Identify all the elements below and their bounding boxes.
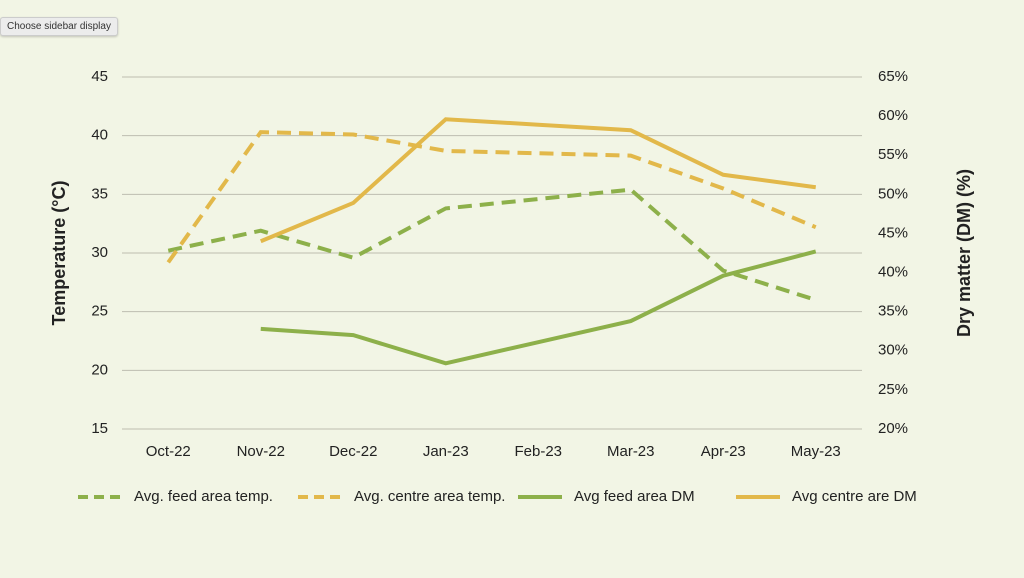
y2-tick-label: 20% [878, 420, 908, 437]
y2-tick-label: 65% [878, 68, 908, 85]
y2-tick-label: 50% [878, 185, 908, 202]
y2-axis-label: Dry matter (DM) (%) [954, 169, 974, 337]
x-tick-label: Apr-23 [701, 443, 746, 460]
x-tick-label: Dec-22 [329, 443, 377, 460]
y-tick-label: 40 [91, 127, 108, 144]
y-tick-label: 20 [91, 361, 108, 378]
data-line [259, 117, 817, 244]
y2-tick-label: 30% [878, 342, 908, 359]
data-line [166, 130, 817, 264]
y2-tick-label: 25% [878, 381, 908, 398]
y-tick-label: 45 [91, 68, 108, 85]
data-line [260, 249, 817, 366]
y2-tick-label: 45% [878, 224, 908, 241]
x-tick-label: May-23 [791, 443, 841, 460]
x-tick-label: Oct-22 [146, 443, 191, 460]
x-tick-label: Feb-23 [514, 443, 562, 460]
x-tick-label: Mar-23 [607, 443, 655, 460]
y-axis-label: Temperature (°C) [49, 181, 69, 326]
data-line [167, 187, 817, 302]
y2-tick-label: 60% [878, 107, 908, 124]
y2-tick-label: 40% [878, 264, 908, 281]
legend-label: Avg centre are DM [792, 488, 917, 505]
x-tick-label: Jan-23 [423, 443, 469, 460]
y2-tick-label: 55% [878, 146, 908, 163]
y2-tick-label: 35% [878, 303, 908, 320]
y-tick-label: 35 [91, 185, 108, 202]
y-tick-label: 25 [91, 303, 108, 320]
x-tick-label: Nov-22 [237, 443, 285, 460]
y-tick-label: 30 [91, 244, 108, 261]
legend-label: Avg. feed area temp. [134, 488, 273, 505]
sidebar-button[interactable]: Choose sidebar display [0, 17, 118, 36]
y-tick-label: 15 [91, 420, 108, 437]
legend-label: Avg. centre area temp. [354, 488, 505, 505]
legend-label: Avg feed area DM [574, 488, 695, 505]
